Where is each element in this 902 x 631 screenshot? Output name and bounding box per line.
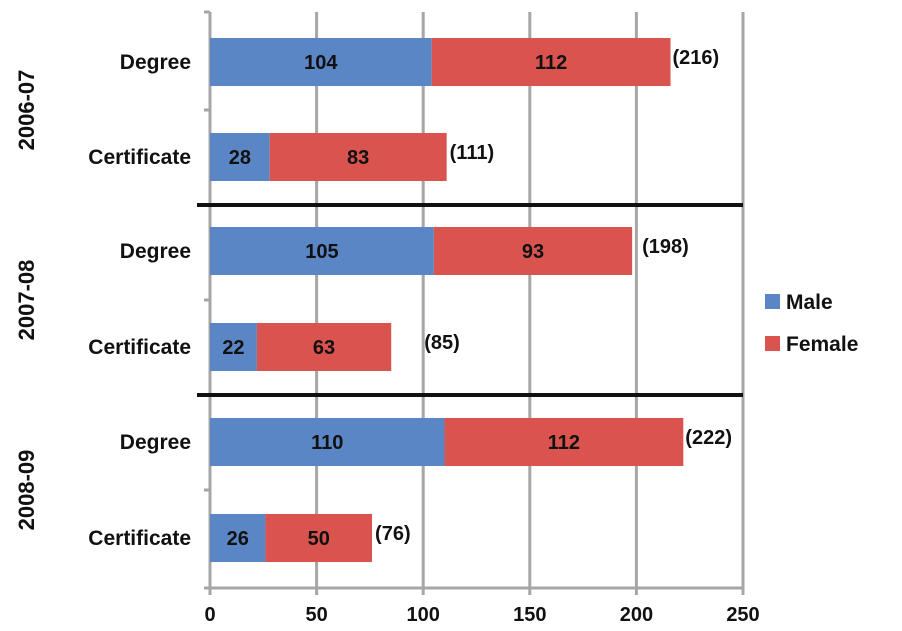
data-label-total: (111) — [450, 142, 494, 164]
bar-male-2 — [210, 227, 434, 275]
data-label-female: 112 — [548, 432, 580, 454]
category-label: Certificate — [88, 336, 191, 359]
x-tick-label: 0 — [204, 604, 215, 626]
bar-male-3 — [210, 323, 257, 371]
x-tick-label: 200 — [620, 604, 653, 626]
bar-male-1 — [210, 133, 270, 181]
data-label-male: 104 — [304, 52, 338, 74]
data-label-female: 83 — [347, 147, 369, 169]
bar-female-4 — [444, 418, 684, 466]
data-label-female: 112 — [535, 52, 567, 74]
data-label-total: (198) — [642, 236, 689, 258]
data-label-male: 110 — [311, 432, 343, 454]
bar-female-0 — [431, 38, 671, 86]
data-label-female: 50 — [308, 528, 330, 550]
x-tick-label: 50 — [305, 604, 327, 626]
bar-female-3 — [256, 323, 392, 371]
group-label: 2008-09 — [14, 450, 39, 531]
data-label-male: 105 — [305, 241, 338, 263]
group-label: 2007-08 — [14, 260, 39, 341]
category-label: Degree — [120, 51, 191, 74]
group-label: 2006-07 — [14, 70, 39, 151]
data-label-total: (222) — [685, 427, 732, 449]
data-label-total: (76) — [375, 523, 411, 545]
bar-male-5 — [210, 514, 266, 562]
x-tick-label: 100 — [407, 604, 440, 626]
data-label-total: (216) — [673, 47, 720, 69]
category-label: Degree — [120, 240, 191, 263]
legend-label-female: Female — [786, 333, 858, 356]
data-label-female: 63 — [313, 337, 335, 359]
bar-female-2 — [433, 227, 633, 275]
bar-female-5 — [265, 514, 373, 562]
data-label-male: 26 — [227, 528, 249, 550]
data-label-total: (85) — [424, 332, 460, 354]
bar-male-0 — [210, 38, 432, 86]
category-label: Certificate — [88, 527, 191, 550]
bar-female-1 — [269, 133, 447, 181]
legend-label-male: Male — [786, 291, 833, 314]
data-label-male: 28 — [229, 147, 251, 169]
legend-swatch-female — [765, 336, 780, 351]
category-label: Certificate — [88, 146, 191, 169]
data-label-male: 22 — [222, 337, 244, 359]
category-label: Degree — [120, 431, 191, 454]
x-tick-label: 150 — [513, 604, 546, 626]
data-label-female: 93 — [522, 241, 544, 263]
bar-male-4 — [210, 418, 445, 466]
legend-swatch-male — [765, 294, 780, 309]
x-tick-label: 250 — [726, 604, 759, 626]
